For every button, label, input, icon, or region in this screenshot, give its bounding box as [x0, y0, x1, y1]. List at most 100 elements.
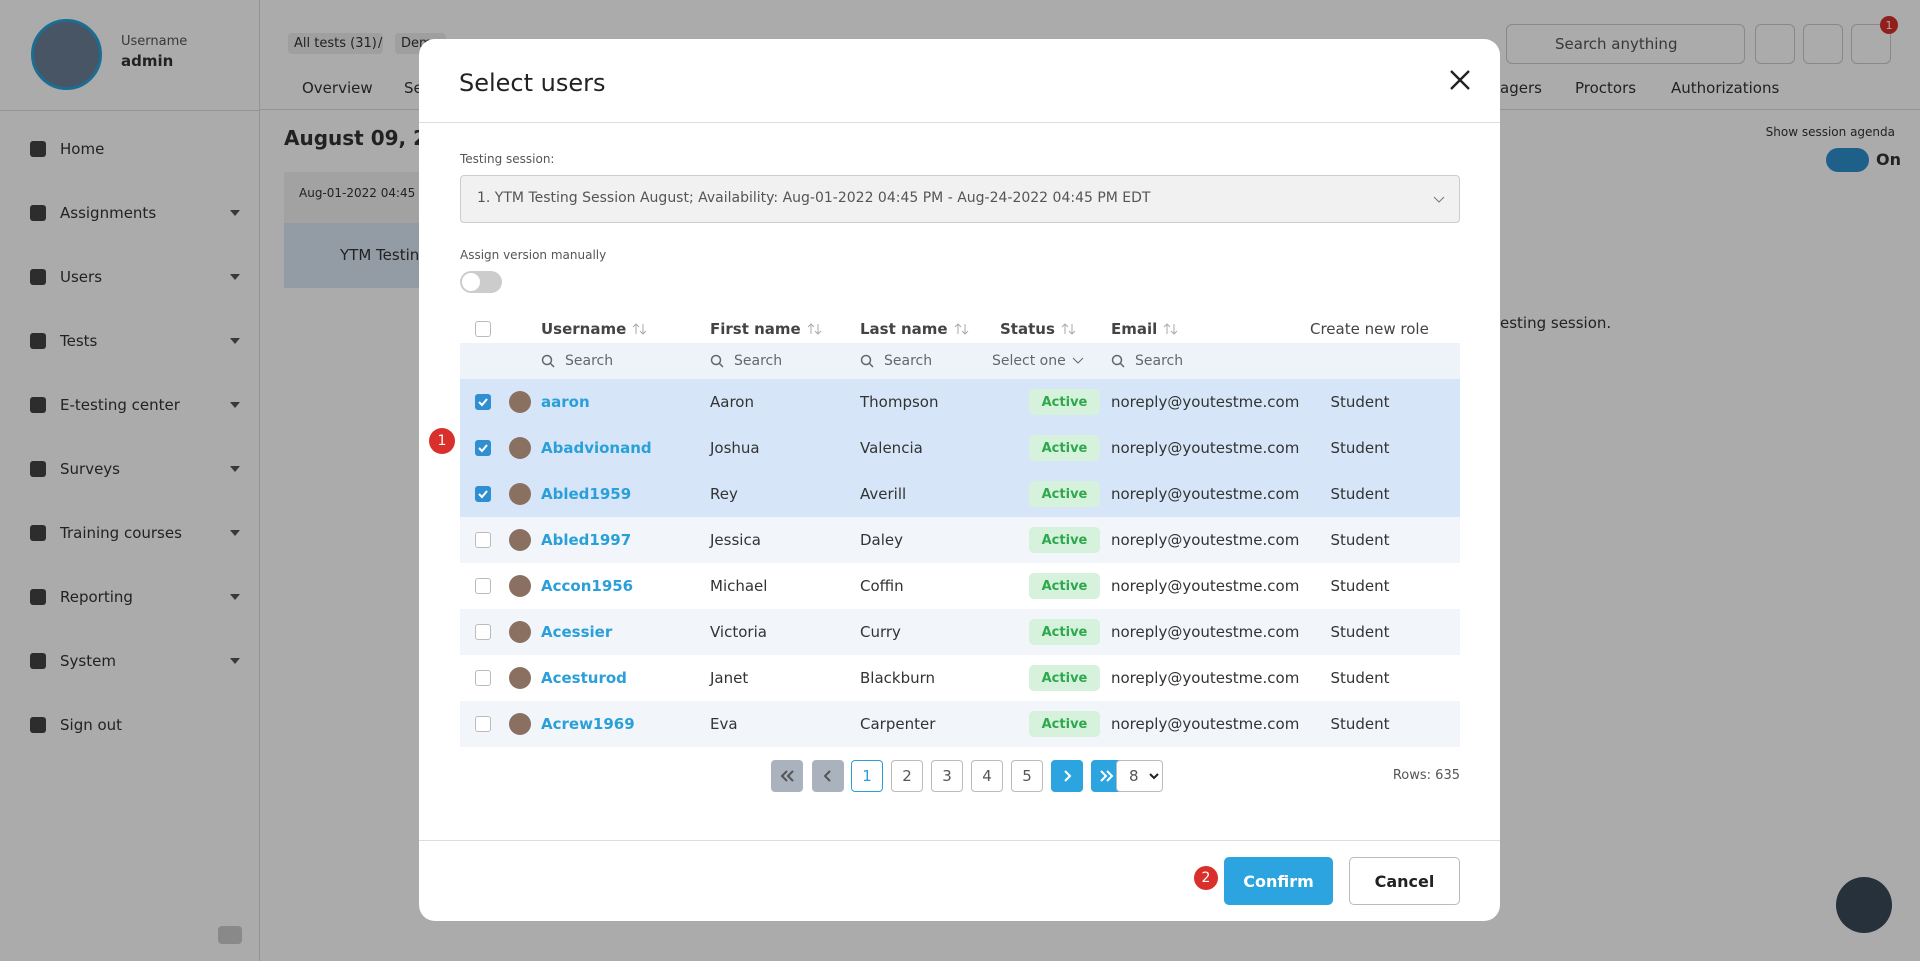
nav-item[interactable]: Surveys [30, 454, 240, 484]
status-cell: Active [1029, 609, 1100, 655]
prev-page[interactable] [812, 760, 844, 792]
nav-icon [30, 653, 46, 669]
chat[interactable] [1836, 877, 1892, 933]
checkbox[interactable] [475, 609, 491, 655]
breadcrumb[interactable]: All tests (31) [288, 33, 383, 54]
version-toggle[interactable] [460, 271, 502, 293]
tab[interactable]: Se [404, 79, 423, 97]
nav-label: Training courses [60, 524, 182, 542]
column-label: Status [1000, 320, 1055, 338]
checkbox[interactable] [475, 471, 491, 517]
username-link[interactable]: Acrew1969 [541, 715, 635, 733]
close[interactable] [1449, 69, 1471, 91]
checkbox[interactable] [475, 517, 491, 563]
first-page[interactable] [771, 760, 803, 792]
cell-text: Rey [710, 485, 738, 503]
username-link[interactable]: aaron [541, 393, 590, 411]
column-header[interactable]: Email [1111, 306, 1179, 352]
nav-item[interactable]: Users [30, 262, 240, 292]
caret [230, 274, 240, 280]
nav-icon [30, 205, 46, 221]
page-size[interactable]: 8 [1116, 760, 1163, 792]
status-badge: Active [1029, 389, 1100, 415]
tab[interactable]: Authorizations [1671, 79, 1780, 97]
column-header[interactable]: Username [541, 306, 648, 352]
nav-item[interactable]: Home [30, 134, 240, 164]
support[interactable] [1803, 24, 1843, 64]
status-cell: Active [1029, 563, 1100, 609]
search-row: Search Search Search Select one Search [460, 343, 1460, 379]
checkbox[interactable] [475, 379, 491, 425]
column-header[interactable]: First name [710, 306, 823, 352]
notifications[interactable] [1851, 24, 1891, 64]
collapse[interactable] [218, 926, 242, 944]
nav-item[interactable]: Sign out [30, 710, 240, 740]
page-button[interactable]: 2 [891, 760, 923, 792]
next-page[interactable] [1051, 760, 1083, 792]
session-select[interactable]: 1. YTM Testing Session August; Availabil… [460, 175, 1460, 223]
page-button[interactable]: 1 [851, 760, 883, 792]
nav-icon [30, 525, 46, 541]
nav-item[interactable]: E-testing center [30, 390, 240, 420]
cancel-button[interactable]: Cancel [1349, 857, 1460, 905]
search-placeholder: Search [734, 353, 783, 369]
confirm-button[interactable]: Confirm [1224, 857, 1333, 905]
column-search[interactable]: Search [1111, 343, 1183, 379]
checkbox[interactable] [475, 563, 491, 609]
nav-icon [30, 717, 46, 733]
nav-label: Tests [60, 332, 98, 350]
page-button[interactable]: 5 [1011, 760, 1043, 792]
checkbox[interactable] [475, 425, 491, 471]
username-link[interactable]: Accon1956 [541, 577, 634, 595]
nav-label: Surveys [60, 460, 120, 478]
checkbox-box [475, 486, 491, 502]
role: Student [1330, 577, 1390, 595]
column-search[interactable]: Search [710, 343, 782, 379]
username-link[interactable]: Abadvionand [541, 439, 652, 457]
status-badge: Active [1029, 665, 1100, 691]
nav-item[interactable]: System [30, 646, 240, 676]
table-row: Abled1997 Jessica Daley Active noreply@youte… [460, 517, 1460, 563]
nav-item[interactable]: Training courses [30, 518, 240, 548]
nav-label: System [60, 652, 116, 670]
role: Student [1330, 531, 1390, 549]
toggle[interactable] [1826, 148, 1869, 172]
nav-icon [30, 397, 46, 413]
page-button[interactable]: 4 [971, 760, 1003, 792]
checkbox[interactable] [475, 306, 491, 352]
column-header[interactable]: Status [1000, 306, 1077, 352]
column-header[interactable]: Last name [860, 306, 970, 352]
checkbox[interactable] [475, 701, 491, 747]
nav-label: Assignments [60, 204, 157, 222]
nav-label: Home [60, 140, 105, 158]
username-link[interactable]: Abled1997 [541, 531, 632, 549]
status-badge: Active [1029, 527, 1100, 553]
status-cell: Active [1029, 471, 1100, 517]
tab[interactable]: Overview [302, 79, 373, 97]
tab[interactable]: Proctors [1575, 79, 1637, 97]
username-link[interactable]: Abled1959 [541, 485, 632, 503]
divider [419, 122, 1500, 123]
role: Student [1330, 439, 1390, 457]
column-search[interactable]: Select one [992, 343, 1084, 379]
search-placeholder: Search [1135, 353, 1184, 369]
cell-text: Averill [860, 485, 907, 503]
nav-item[interactable]: Tests [30, 326, 240, 356]
search[interactable]: Search anything [1506, 24, 1745, 64]
status-cell: Active [1029, 655, 1100, 701]
username-link[interactable]: Acessier [541, 623, 613, 641]
nav-item[interactable]: Assignments [30, 198, 240, 228]
cell-text: Aaron [710, 393, 754, 411]
tab[interactable]: agers [1500, 79, 1542, 97]
page-button[interactable]: 3 [931, 760, 963, 792]
card-date: Aug-01-2022 04:45 PM [299, 186, 437, 200]
column-search[interactable]: Search [860, 343, 932, 379]
nav-item[interactable]: Reporting [30, 582, 240, 612]
help[interactable] [1755, 24, 1795, 64]
step-badge: 1 [429, 428, 455, 454]
checkbox[interactable] [475, 655, 491, 701]
cell-text: Victoria [710, 623, 767, 641]
table-row: aaron Aaron Thompson Active noreply@youtestm… [460, 379, 1460, 425]
username-link[interactable]: Acesturod [541, 669, 627, 687]
column-search[interactable]: Search [541, 343, 613, 379]
